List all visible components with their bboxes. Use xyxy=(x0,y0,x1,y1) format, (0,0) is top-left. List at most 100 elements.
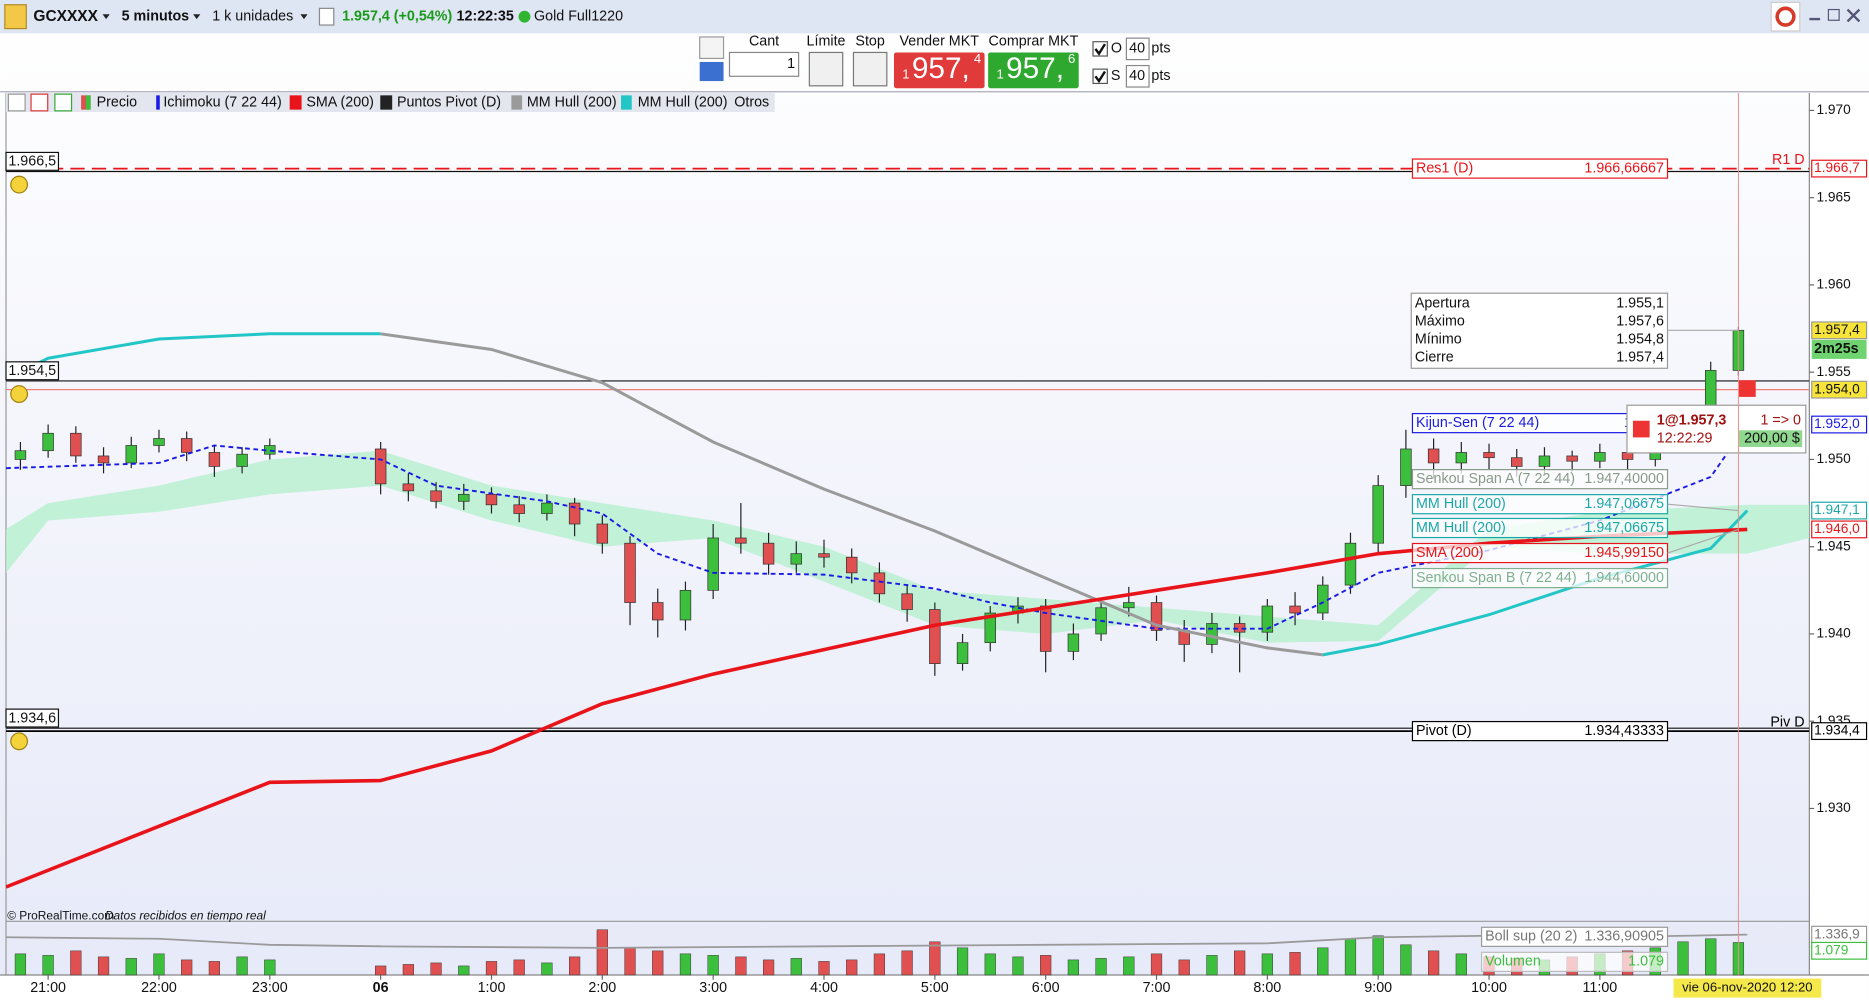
legend-item[interactable]: Otros xyxy=(734,94,769,110)
buy-button[interactable] xyxy=(988,52,1079,89)
candle-body xyxy=(1123,602,1135,609)
buy-label: Comprar MKT xyxy=(989,33,1079,49)
legend-swatch xyxy=(85,95,91,110)
legend-swatch xyxy=(289,95,302,110)
dropdown-arrow[interactable] xyxy=(102,14,110,20)
o-input[interactable] xyxy=(1125,37,1150,61)
sell-button[interactable] xyxy=(893,52,985,89)
candle-body xyxy=(1427,448,1440,464)
wrench-button[interactable] xyxy=(699,36,725,59)
volume-bar xyxy=(984,953,996,976)
minimize-button[interactable] xyxy=(1809,17,1821,21)
volume-bar xyxy=(762,959,775,976)
legend-swatch xyxy=(511,95,523,110)
level-name: Pivot (D) xyxy=(1416,723,1472,739)
volume-bar xyxy=(1317,947,1329,976)
qty-label: Cant xyxy=(749,33,779,49)
volume-bar xyxy=(402,964,414,976)
restore-button[interactable] xyxy=(1827,8,1840,21)
candle-body xyxy=(430,490,442,502)
buy-suffix[interactable]: 6 xyxy=(1068,51,1075,66)
s-input[interactable] xyxy=(1125,64,1150,88)
volume-bar xyxy=(1372,935,1384,976)
volume-bar xyxy=(901,950,913,976)
sell-suffix[interactable]: 4 xyxy=(974,51,981,66)
keypad-button[interactable] xyxy=(699,61,724,82)
s-value[interactable]: 40 xyxy=(1129,68,1145,84)
volume-bar xyxy=(97,956,110,976)
alert-bell[interactable] xyxy=(10,385,29,403)
cancel-order[interactable] xyxy=(1632,420,1650,438)
instrument[interactable]: GCXXXX xyxy=(33,8,98,25)
level-tag: Piv D xyxy=(1770,715,1804,731)
ichimoku-cloud xyxy=(6,450,1810,643)
stop-button[interactable] xyxy=(852,51,888,87)
candle-body xyxy=(1511,457,1523,467)
volume-bar xyxy=(596,929,608,976)
connector xyxy=(1667,503,1739,512)
top-bar xyxy=(0,0,1869,34)
legend-item[interactable]: SMA (200) xyxy=(306,94,374,110)
timeframe[interactable]: 5 minutos xyxy=(122,8,190,24)
indicator-name: Senkou Span A (7 22 44) xyxy=(1416,471,1575,487)
level-box xyxy=(1411,158,1669,179)
candle-body xyxy=(374,448,387,485)
status-dot xyxy=(518,10,531,23)
ohlc-value: 1.957,4 xyxy=(1616,349,1664,365)
volume-bar xyxy=(735,956,747,976)
units[interactable]: 1 k unidades xyxy=(212,8,293,24)
qty-input[interactable] xyxy=(728,51,800,77)
legend-item[interactable]: Precio xyxy=(97,94,138,110)
qty-value[interactable]: 1 xyxy=(787,56,795,72)
order-time: 12:22:29 xyxy=(1657,430,1713,446)
stop-label: Stop xyxy=(855,33,884,49)
x-tick-label: 5:00 xyxy=(921,980,949,996)
buy-prefix[interactable]: 1 xyxy=(996,67,1003,82)
alert-bell[interactable] xyxy=(10,732,29,751)
volume-bar xyxy=(14,953,27,976)
legend-swatch xyxy=(380,95,393,110)
ohlc-label: Apertura xyxy=(1415,296,1470,312)
refresh-icon[interactable] xyxy=(1775,6,1796,27)
alert-bell[interactable] xyxy=(10,175,29,194)
countdown: 2m25s xyxy=(1814,341,1859,357)
indicator-box xyxy=(1411,567,1669,589)
volume-bar xyxy=(153,953,165,976)
x-tick-label: 1:00 xyxy=(478,980,506,996)
app-icon[interactable] xyxy=(4,4,27,30)
legend-item[interactable]: Ichimoku (7 22 44) xyxy=(163,94,281,110)
legend-item[interactable]: MM Hull (200) xyxy=(527,94,617,110)
up-icon[interactable] xyxy=(54,93,73,112)
dropdown-arrow[interactable] xyxy=(300,14,308,20)
o-value[interactable]: 40 xyxy=(1129,41,1145,57)
limit-button[interactable] xyxy=(808,51,844,87)
volume-bar xyxy=(624,947,636,976)
candle-body xyxy=(125,445,137,464)
close-position[interactable] xyxy=(1739,380,1756,397)
ohlc-label: Máximo xyxy=(1415,314,1465,330)
axis-tag-label: 1.934,4 xyxy=(1814,723,1860,738)
candle-body xyxy=(402,483,415,492)
close-button[interactable] xyxy=(1846,8,1861,23)
candle-body xyxy=(1289,605,1301,614)
order-qty-price: 1@1.957,3 xyxy=(1657,413,1727,429)
info-icon[interactable] xyxy=(318,7,335,26)
buy-price[interactable]: 957, xyxy=(1006,52,1064,85)
alarm-icon[interactable] xyxy=(7,93,26,112)
volume-bar xyxy=(1012,956,1024,976)
candle-body xyxy=(70,432,82,457)
dropdown-arrow[interactable] xyxy=(193,14,201,20)
candle-body xyxy=(1455,452,1468,464)
legend-item[interactable]: Puntos Pivot (D) xyxy=(397,94,501,110)
check xyxy=(1094,43,1106,56)
sell-price[interactable]: 957, xyxy=(912,52,970,85)
down-icon[interactable] xyxy=(30,93,49,112)
sell-prefix[interactable]: 1 xyxy=(902,67,909,82)
volume-bar xyxy=(1705,938,1717,976)
volume-bar xyxy=(1400,944,1412,976)
legend-item[interactable]: MM Hull (200) xyxy=(638,94,728,110)
indicator-value: 1.945,99150 xyxy=(1584,545,1664,561)
volume-bar xyxy=(707,955,719,976)
alert-tag xyxy=(5,361,60,381)
